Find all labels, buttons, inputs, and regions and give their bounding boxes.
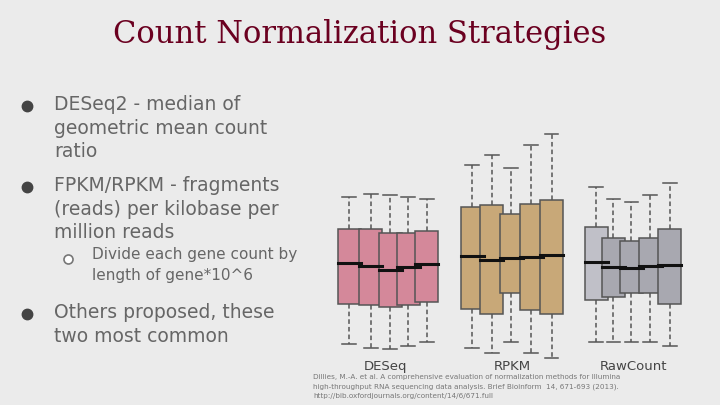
Bar bbox=[338, 229, 361, 304]
Bar bbox=[480, 205, 503, 314]
Text: Dillies, M.-A. et al. A comprehensive evaluation of normalization methods for Il: Dillies, M.-A. et al. A comprehensive ev… bbox=[313, 374, 621, 399]
Bar bbox=[415, 231, 438, 302]
Text: DESeq: DESeq bbox=[364, 360, 407, 373]
Text: million reads: million reads bbox=[54, 224, 174, 242]
Bar bbox=[602, 238, 625, 297]
Text: Others proposed, these: Others proposed, these bbox=[54, 303, 274, 322]
Bar bbox=[540, 200, 563, 314]
Bar bbox=[620, 241, 643, 293]
Text: length of gene*10^6: length of gene*10^6 bbox=[92, 268, 253, 283]
Text: DESeq2 - median of: DESeq2 - median of bbox=[54, 94, 240, 113]
Bar bbox=[397, 232, 420, 305]
Bar bbox=[520, 204, 543, 310]
Bar bbox=[461, 207, 484, 309]
Text: Count Normalization Strategies: Count Normalization Strategies bbox=[113, 19, 607, 50]
Text: RawCount: RawCount bbox=[600, 360, 667, 373]
Text: (reads) per kilobase per: (reads) per kilobase per bbox=[54, 200, 279, 220]
Text: RPKM: RPKM bbox=[493, 360, 531, 373]
Bar bbox=[359, 229, 382, 305]
Text: FPKM/RPKM - fragments: FPKM/RPKM - fragments bbox=[54, 176, 279, 195]
Text: two most common: two most common bbox=[54, 327, 229, 346]
Bar bbox=[500, 214, 523, 293]
Bar bbox=[658, 229, 681, 304]
Text: Divide each gene count by: Divide each gene count by bbox=[92, 247, 297, 262]
Bar bbox=[585, 228, 608, 300]
Bar bbox=[639, 238, 662, 293]
Bar bbox=[379, 232, 402, 307]
Text: geometric mean count: geometric mean count bbox=[54, 119, 267, 138]
Text: ratio: ratio bbox=[54, 142, 97, 161]
